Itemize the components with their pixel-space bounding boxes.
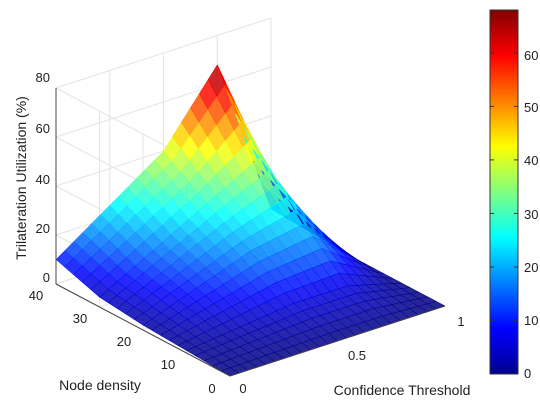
colorbar-tick-label: 50 — [524, 100, 538, 115]
x-tick-label: 0.5 — [348, 348, 366, 363]
z-tick-label: 80 — [36, 70, 50, 85]
x-tick-label: 1 — [457, 314, 464, 329]
colorbar-tick-label: 30 — [524, 207, 538, 222]
x-tick-labels: 0 0.5 1 — [239, 314, 464, 396]
y-axis-label: Node density — [59, 377, 141, 393]
z-tick-label: 20 — [36, 221, 50, 236]
y-tick-label: 20 — [117, 334, 131, 349]
z-axis-label: Trilateration Utilization (%) — [13, 96, 29, 260]
colorbar-tick-label: 20 — [524, 260, 538, 275]
z-tick-label: 60 — [36, 121, 50, 136]
colorbar — [489, 9, 519, 375]
x-tick-label: 0 — [239, 381, 246, 396]
y-tick-label: 30 — [73, 311, 87, 326]
y-tick-labels: 0 10 20 30 40 — [29, 288, 216, 396]
z-tick-label: 40 — [36, 172, 50, 187]
y-tick-label: 40 — [29, 288, 43, 303]
colorbar-tick-label: 0 — [524, 366, 531, 381]
x-axis-line — [229, 305, 446, 377]
colorbar-tick-label: 60 — [524, 48, 538, 63]
y-tick-label: 10 — [161, 357, 175, 372]
x-axis-label: Confidence Threshold — [334, 382, 471, 398]
colorbar-tick-label: 10 — [524, 313, 538, 328]
y-axis-line — [55, 283, 231, 377]
z-tick-label: 0 — [43, 270, 50, 285]
colorbar-tick-label: 40 — [524, 153, 538, 168]
colorbar-tick-labels: 0 10 20 30 40 50 60 — [524, 48, 538, 381]
axes-box — [55, 88, 446, 377]
z-tick-labels: 0 20 40 60 80 — [36, 70, 50, 285]
y-tick-label: 0 — [208, 381, 215, 396]
colorbar-ticks — [490, 52, 518, 375]
surface-mesh — [55, 64, 446, 377]
